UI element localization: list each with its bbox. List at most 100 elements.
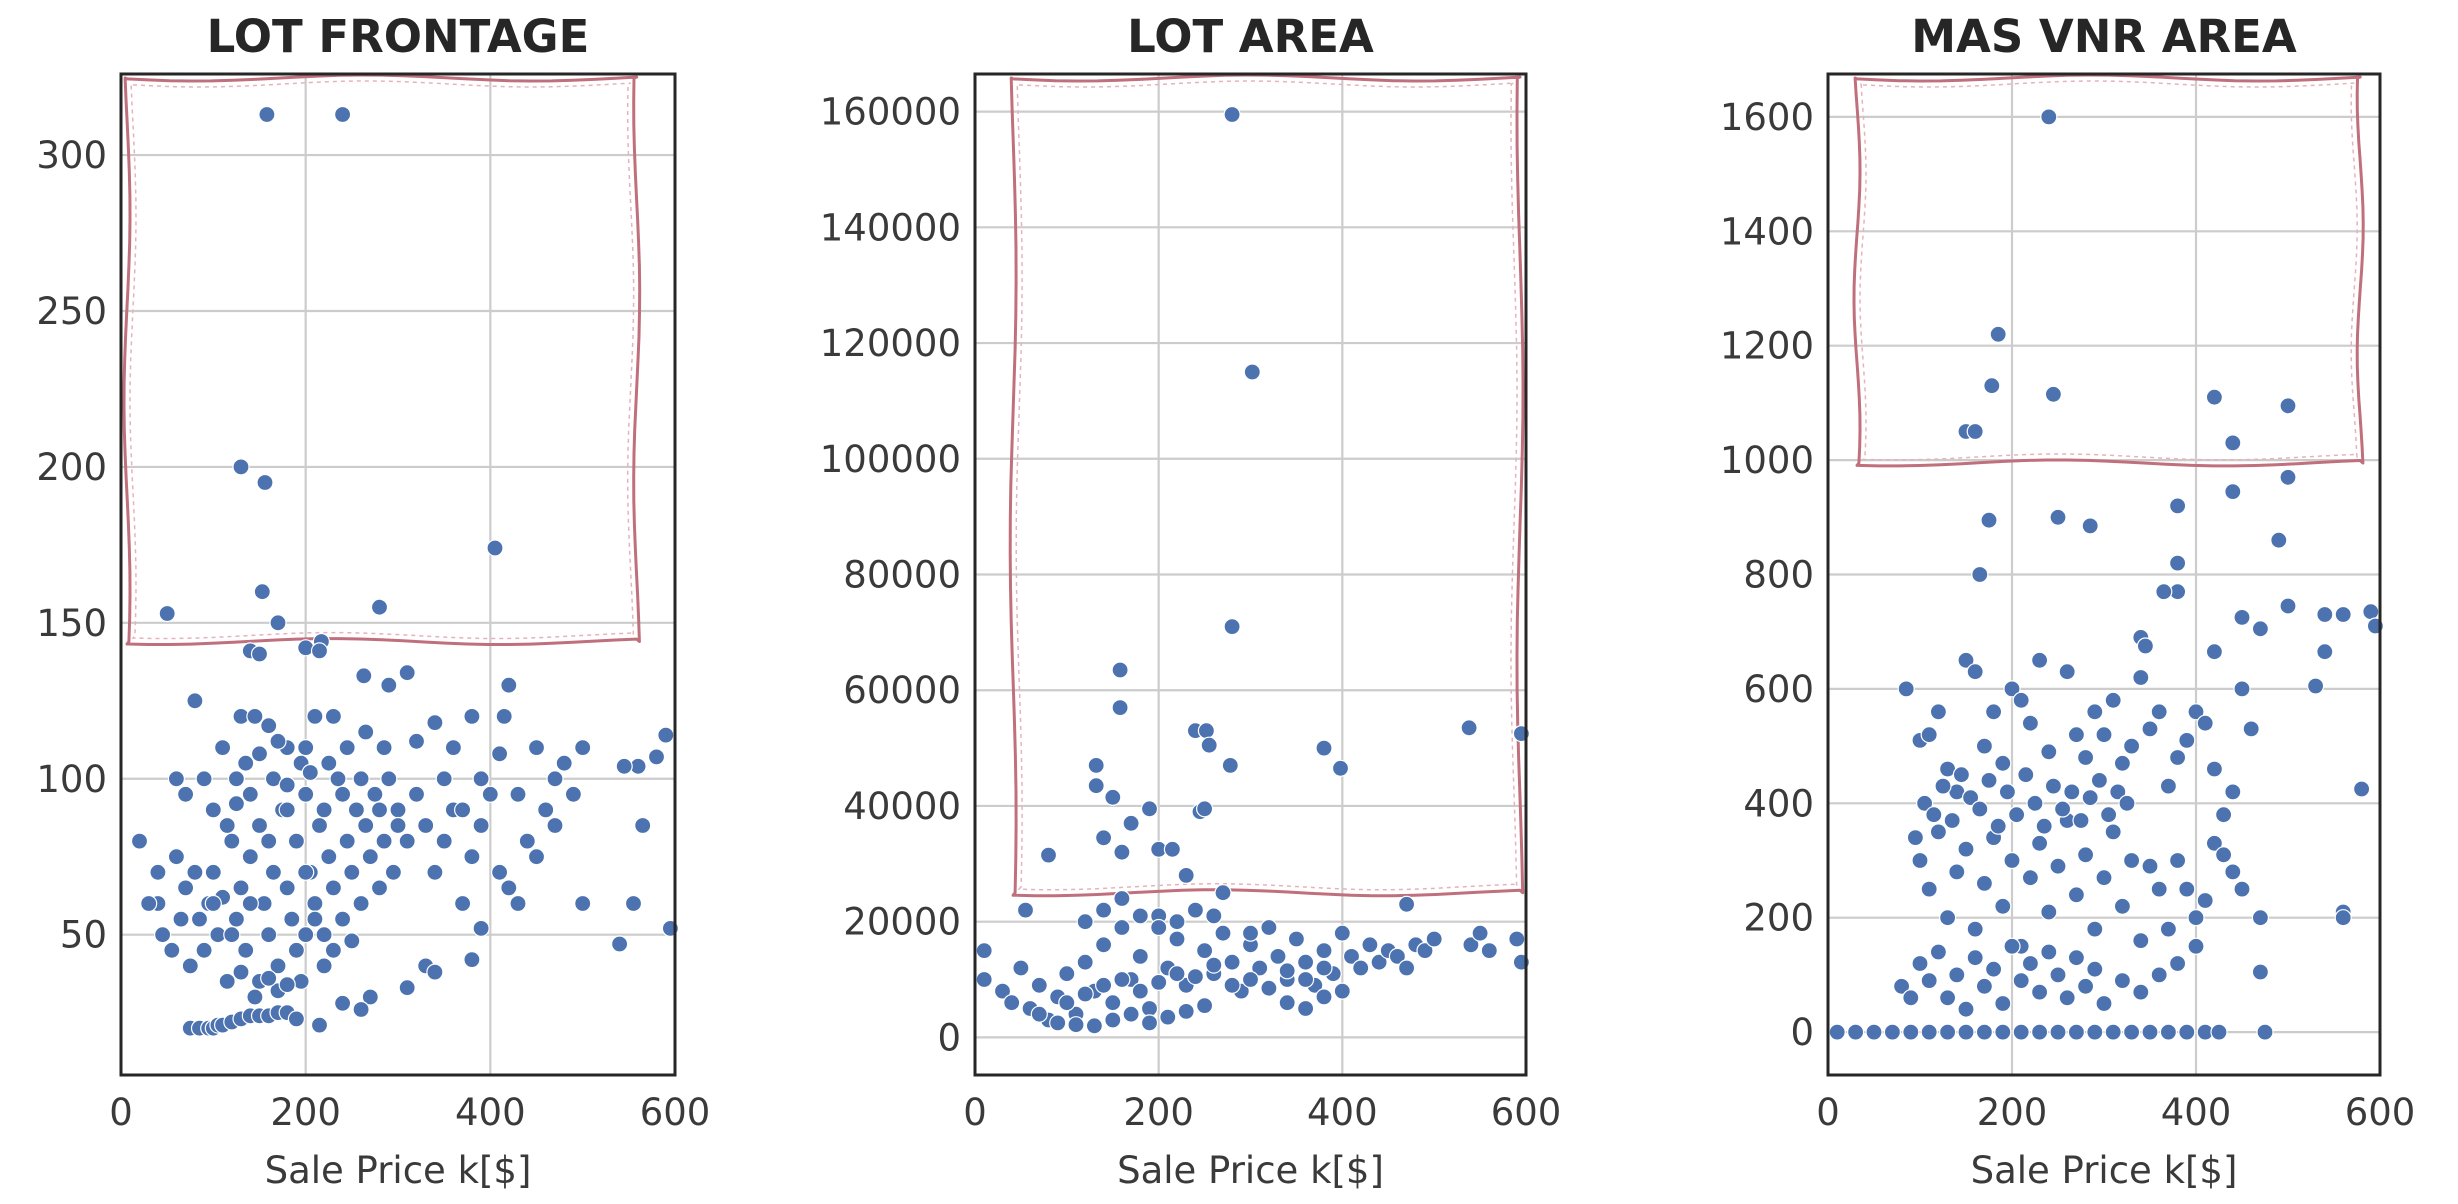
data-point: [1113, 970, 1131, 989]
data-point: [1150, 918, 1168, 937]
data-point: [2044, 777, 2062, 795]
data-point: [2058, 989, 2076, 1007]
data-point: [278, 801, 296, 819]
data-point: [1113, 918, 1131, 937]
data-point: [1462, 936, 1480, 954]
data-point: [1957, 1000, 1975, 1018]
data-point: [1150, 973, 1168, 992]
data-point: [435, 832, 453, 850]
data-point: [223, 832, 241, 850]
data-point: [2279, 597, 2297, 615]
data-point: [610, 935, 629, 953]
data-point: [1030, 976, 1048, 994]
data-point: [310, 816, 329, 835]
data-point: [306, 910, 324, 928]
data-point: [2021, 954, 2040, 973]
data-point: [375, 738, 393, 757]
data-point: [1260, 918, 1278, 937]
data-point: [1111, 698, 1129, 717]
data-point: [2109, 783, 2127, 801]
data-point: [435, 770, 453, 788]
data-point: [2077, 748, 2095, 767]
data-point: [1938, 989, 1957, 1007]
x-tick-label: 0: [963, 1091, 987, 1134]
data-point: [2141, 857, 2159, 875]
data-point: [2077, 846, 2095, 864]
data-point: [2251, 963, 2269, 981]
data-point: [2362, 603, 2380, 621]
data-point: [218, 816, 236, 835]
data-point: [2242, 720, 2260, 738]
data-point: [1296, 999, 1315, 1018]
data-point: [2187, 937, 2205, 955]
data-point: [2012, 691, 2030, 709]
data-point: [250, 645, 269, 663]
data-point: [2205, 760, 2223, 778]
highlight-box: [1852, 73, 2365, 468]
data-point: [324, 707, 342, 726]
data-point: [1425, 930, 1443, 948]
data-point: [1370, 953, 1388, 971]
data-point: [1397, 895, 1416, 913]
data-point: [167, 770, 185, 788]
x-axis-label: Sale Price k[$]: [1117, 1149, 1384, 1192]
x-tick-label: 400: [2161, 1091, 2232, 1134]
data-point: [1076, 913, 1094, 931]
data-point: [1195, 996, 1214, 1015]
data-point: [167, 848, 185, 866]
data-point: [1058, 965, 1076, 983]
data-point: [2210, 1023, 2228, 1041]
data-point: [2132, 668, 2150, 687]
data-point: [278, 776, 296, 794]
data-point: [398, 664, 416, 682]
data-point: [241, 848, 259, 866]
data-point: [1205, 907, 1223, 925]
data-point: [2072, 811, 2090, 830]
data-point: [2224, 434, 2242, 452]
y-tick-label: 600: [1743, 668, 1814, 711]
data-point: [564, 785, 583, 803]
data-point: [2040, 743, 2058, 761]
data-point: [2159, 1023, 2177, 1041]
data-point: [546, 816, 564, 835]
data-point: [1076, 985, 1094, 1003]
y-tick-label: 140000: [820, 206, 961, 249]
data-point: [2279, 468, 2297, 486]
data-point: [1897, 680, 1915, 698]
data-point: [2123, 737, 2141, 755]
data-point: [384, 863, 402, 881]
data-point: [2136, 637, 2154, 655]
data-point: [1223, 976, 1241, 994]
data-point: [227, 770, 245, 788]
data-point: [2049, 508, 2067, 526]
data-point: [1460, 719, 1478, 737]
data-point: [253, 583, 271, 601]
data-point: [177, 879, 195, 897]
data-point: [1094, 976, 1113, 994]
data-point: [1980, 771, 1998, 790]
data-point: [634, 816, 652, 835]
data-point: [2169, 497, 2187, 515]
data-point: [232, 879, 250, 897]
data-point: [1920, 726, 1938, 744]
data-point: [1287, 930, 1306, 948]
data-point: [2104, 823, 2122, 841]
data-point: [2077, 977, 2095, 995]
data-point: [2021, 869, 2040, 887]
data-point: [1163, 840, 1182, 858]
data-point: [1039, 846, 1058, 864]
data-point: [227, 795, 245, 813]
data-point: [1966, 920, 1984, 938]
data-point: [426, 963, 444, 981]
data-point: [2067, 949, 2085, 967]
data-point: [177, 785, 195, 803]
data-point: [2187, 909, 2205, 927]
data-point: [2205, 834, 2223, 852]
data-point: [398, 832, 416, 850]
data-point: [2224, 783, 2242, 801]
data-point: [338, 832, 356, 850]
data-point: [1221, 756, 1239, 775]
data-point: [140, 894, 158, 913]
axes-frame: [1826, 72, 2382, 1077]
data-point: [1104, 788, 1122, 806]
